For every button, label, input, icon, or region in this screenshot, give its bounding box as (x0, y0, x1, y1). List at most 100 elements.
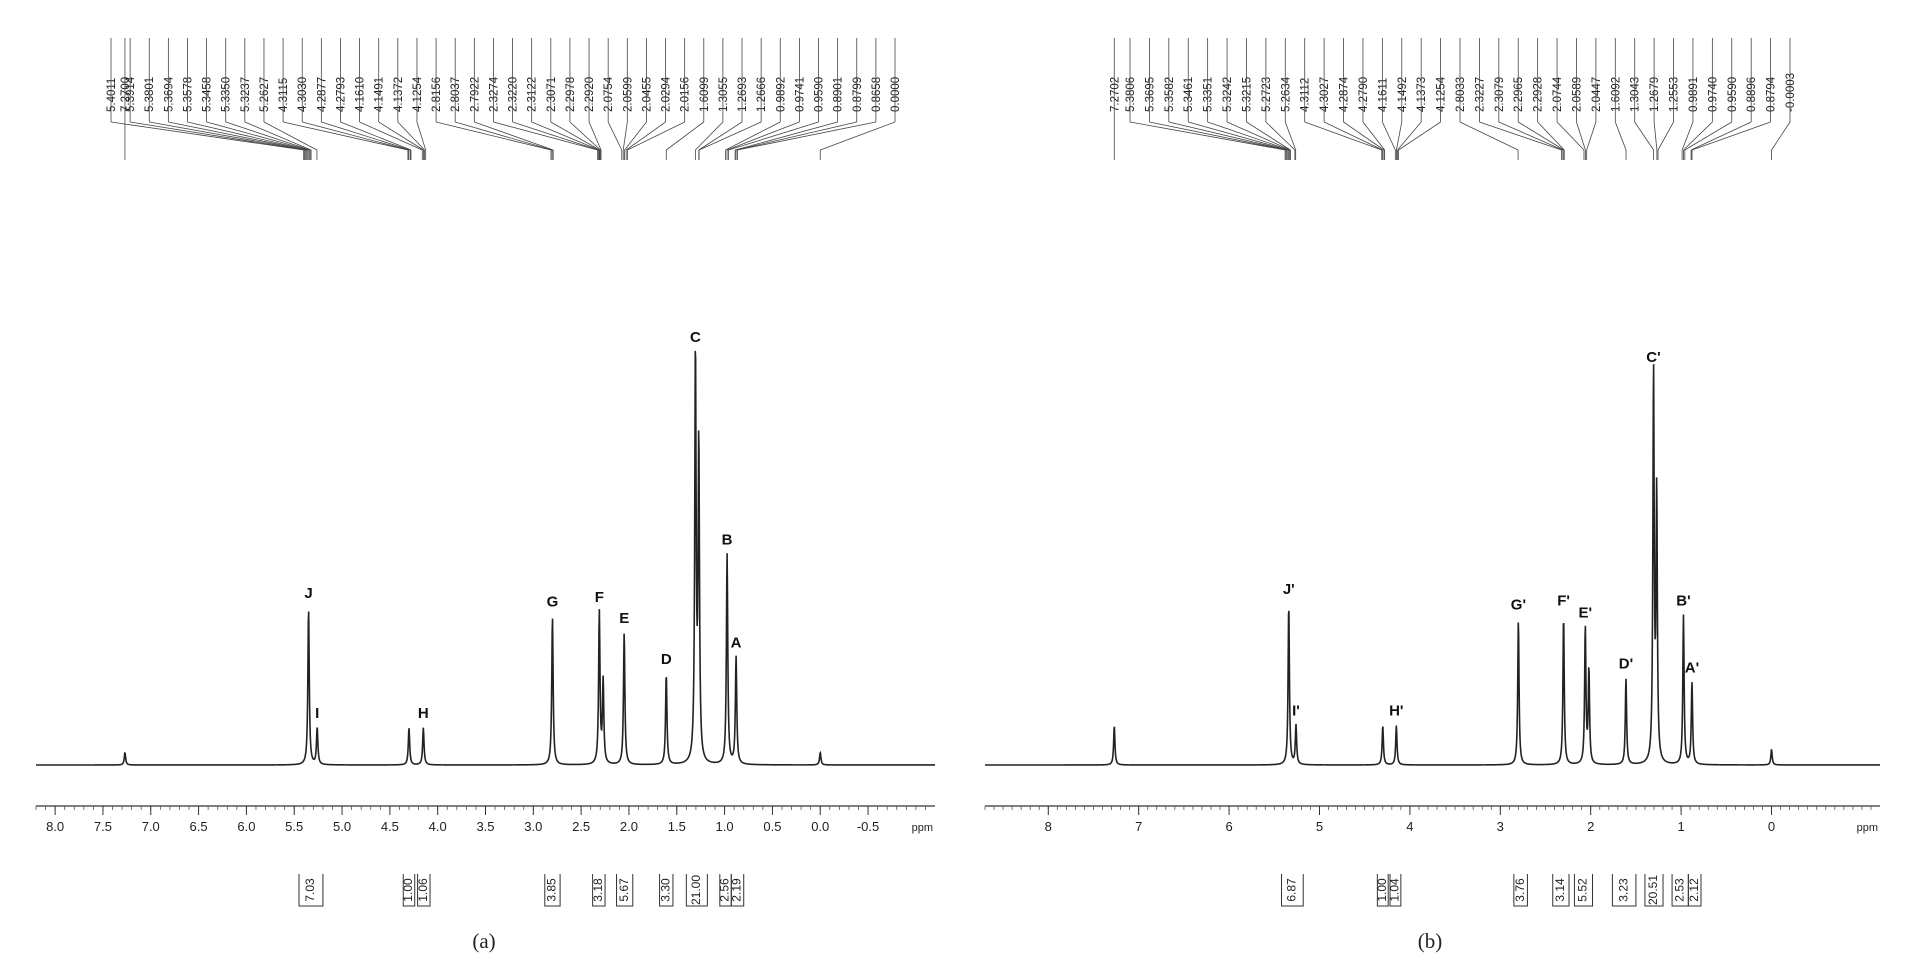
peak-shift-label: 5.2723 (1261, 77, 1273, 112)
integral-value: 3.85 (545, 878, 559, 902)
panel-caption: (a) (472, 929, 495, 953)
peak-shift-fan (624, 121, 647, 151)
x-tick-label: 1.5 (668, 819, 686, 834)
peak-shift-label: 4.1491 (374, 77, 386, 112)
peak-shift-fan (1381, 121, 1396, 151)
x-tick-label: 3 (1497, 819, 1504, 834)
peak-label: G (547, 593, 559, 610)
peak-shift-label: 0.9741 (794, 77, 806, 112)
peak-shift-label: 2.3122 (527, 77, 539, 112)
peak-shift-fan (1397, 121, 1422, 151)
peak-shift-fan (378, 121, 424, 151)
peak-shift-fan (302, 121, 409, 151)
peak-shift-label: 1.6099 (699, 77, 711, 112)
peak-label: D' (1619, 656, 1633, 673)
peak-label: B (722, 531, 733, 548)
peak-shift-fan (130, 121, 305, 151)
x-tick-label: 5 (1316, 819, 1323, 834)
peak-shift-fan (359, 121, 423, 151)
peak-shift-fan (1323, 121, 1383, 151)
x-tick-label: 8 (1045, 819, 1052, 834)
peak-shift-label: 0.8794 (1766, 76, 1778, 112)
integral-value: 2.12 (1687, 878, 1701, 902)
peak-shift-fan (1691, 121, 1771, 151)
peak-shift-label: 5.4011 (106, 78, 118, 112)
peak-shift-label: 4.1254 (1436, 76, 1448, 112)
x-tick-label: 6 (1225, 819, 1232, 834)
x-tick-label: 7.5 (94, 819, 112, 834)
peak-shift-fan (1304, 121, 1382, 151)
x-tick-label: 6.5 (190, 819, 208, 834)
peak-shift-label: 2.0447 (1591, 77, 1603, 112)
x-axis-label: ppm (1857, 822, 1878, 834)
peak-shift-label: 0.9590 (1727, 77, 1739, 112)
integral-value: 1.00 (1375, 878, 1389, 902)
peak-shift-label: 5.3914 (125, 76, 137, 112)
peak-shift-fan (1657, 121, 1674, 151)
peak-label: J (304, 585, 312, 602)
peak-shift-label: 1.2693 (737, 77, 749, 112)
x-axis-label: ppm (912, 822, 933, 834)
spectrum-line (985, 364, 1880, 766)
integral-bracket (1687, 874, 1702, 907)
peak-shift-fan (1681, 121, 1694, 151)
peak-shift-fan (110, 121, 304, 151)
peak-shift-label: 5.3351 (1203, 77, 1215, 112)
integral-value: 5.67 (617, 878, 631, 902)
integral-bracket (685, 874, 708, 907)
peak-label: H' (1389, 703, 1403, 720)
x-tick-label: 5.5 (285, 819, 303, 834)
peak-shift-fan (1653, 121, 1658, 151)
peak-shift-fan (726, 121, 800, 151)
peak-shift-fan (735, 121, 838, 151)
integral-bracket (1644, 874, 1664, 907)
peak-shift-fan (1398, 121, 1441, 151)
peak-label: F (595, 589, 604, 606)
peak-shift-label: 4.1373 (1416, 77, 1428, 112)
peak-label: I (315, 705, 319, 722)
peak-shift-label: 5.2627 (259, 77, 271, 112)
peak-shift-label: 2.3227 (1474, 77, 1486, 112)
peak-shift-fan (206, 121, 310, 151)
integral-value: 3.18 (591, 878, 605, 902)
peak-shift-label: 4.3030 (297, 77, 309, 112)
peak-shift-fan (607, 121, 623, 151)
peak-shift-fan (1226, 121, 1291, 151)
spectrum-line (36, 350, 935, 766)
peak-shift-label: 0.0000 (890, 77, 902, 112)
peak-shift-fan (493, 121, 598, 151)
peak-shift-label: 4.3027 (1319, 77, 1331, 112)
peak-shift-label: 2.3274 (488, 76, 500, 112)
peak-label: D (661, 651, 672, 668)
integral-bracket (1552, 874, 1570, 907)
peak-shift-label: 1.2553 (1669, 77, 1681, 112)
peak-shift-fan (698, 121, 743, 151)
panel-caption: (b) (1418, 929, 1443, 953)
peak-shift-label: 2.8156 (431, 77, 443, 112)
peak-label: A (731, 635, 742, 652)
peak-shift-label: 0.8901 (833, 77, 845, 112)
integral-bracket (1389, 874, 1402, 907)
peak-shift-fan (1362, 121, 1385, 151)
x-tick-label: 4.0 (429, 819, 447, 834)
integral-bracket (417, 874, 431, 907)
peak-shift-fan (149, 121, 306, 151)
peak-shift-label: 2.0744 (1552, 76, 1564, 112)
peak-shift-fan (666, 121, 705, 151)
peak-shift-fan (588, 121, 602, 151)
peak-label: A' (1685, 660, 1699, 677)
peak-shift-label: 4.1492 (1397, 77, 1409, 112)
peak-shift-fan (725, 121, 781, 151)
peak-shift-fan (728, 121, 819, 151)
integral-bracket (1513, 874, 1528, 907)
x-tick-label: 1 (1677, 819, 1684, 834)
peak-shift-label: 0.9590 (814, 77, 826, 112)
peak-shift-fan (1343, 121, 1385, 151)
peak-shift-fan (1129, 121, 1286, 151)
peak-shift-label: 4.1372 (393, 77, 405, 112)
peak-shift-fan (1459, 121, 1519, 151)
peak-shift-label: 5.3242 (1222, 77, 1234, 112)
peak-shift-fan (698, 121, 762, 151)
peak-shift-label: 1.2679 (1649, 77, 1661, 112)
peak-shift-label: 4.3115 (278, 78, 290, 112)
